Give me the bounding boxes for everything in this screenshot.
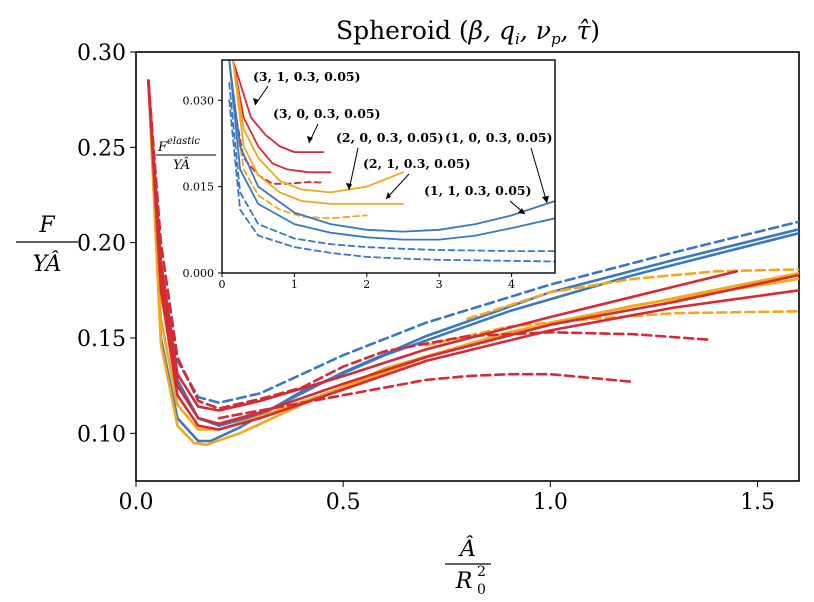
main-series-line-6 <box>424 309 799 347</box>
annotation-1-1: (1, 1, 0.3, 0.05) <box>424 183 532 198</box>
inset-series-line-6 <box>228 60 555 233</box>
inset-background <box>222 60 555 273</box>
main-series-line-10 <box>147 79 799 426</box>
inset-x-tick-label-4: 4 <box>508 278 515 291</box>
inset-x-tick-label-2: 2 <box>363 278 370 291</box>
svg-text:2: 2 <box>477 564 486 580</box>
main-ticks-group: 0.0 0.5 1.0 1.5 0.10 0.15 0.20 0.25 0.30 <box>77 41 775 515</box>
inset-series-line-9 <box>228 99 555 263</box>
svg-text:R: R <box>455 569 473 594</box>
x-axis-label: Â R 0 2 <box>445 535 491 598</box>
inset-ticks-group: 0 1 2 3 4 0.000 0.015 0.030 <box>183 94 516 291</box>
main-x-tick-label-1: 0.5 <box>326 490 361 515</box>
annotation-3-1: (3, 1, 0.3, 0.05) <box>253 69 361 84</box>
svg-text:F: F <box>157 140 168 155</box>
inset-series-line-1 <box>231 60 332 174</box>
inset-series-line-5 <box>231 99 368 220</box>
annotation-1-0: (1, 0, 0.3, 0.05) <box>445 130 553 145</box>
inset-series-line-3 <box>231 60 404 194</box>
main-y-tick-label-2: 0.20 <box>77 232 126 257</box>
main-x-tick-label-0: 0.0 <box>119 490 154 515</box>
chart-title: Spheroid (β, qi, νp, τ̂) <box>336 16 600 48</box>
main-series-line-11 <box>147 79 799 431</box>
inset-x-tick-label-3: 3 <box>436 278 443 291</box>
inset-x-tick-label-1: 1 <box>291 278 298 291</box>
main-series-line-8 <box>217 372 635 420</box>
main-series-line-9 <box>147 79 739 412</box>
svg-text:elastic: elastic <box>167 136 200 147</box>
inset-y-tick-label-0: 0.000 <box>183 267 215 280</box>
annotation-2-0: (2, 0, 0.3, 0.05) <box>336 130 444 145</box>
inset-series-group <box>228 60 555 263</box>
main-x-tick-label-3: 1.5 <box>740 490 775 515</box>
y-axis-label: F YÂ <box>16 213 78 277</box>
inset-x-tick-label-0: 0 <box>219 278 226 291</box>
main-y-tick-label-3: 0.25 <box>77 136 126 161</box>
inset-y-tick-label-1: 0.015 <box>183 181 215 194</box>
inset-plot-frame <box>221 59 556 274</box>
annotation-2-1: (2, 1, 0.3, 0.05) <box>363 156 471 171</box>
svg-text:YÂ: YÂ <box>173 157 190 173</box>
main-series-line-2 <box>147 79 799 443</box>
main-plot-frame <box>135 51 800 482</box>
inset-series-line-4 <box>231 60 404 205</box>
inset-series-line-7 <box>228 60 555 241</box>
svg-text:YÂ: YÂ <box>33 250 62 277</box>
annotation-3-0: (3, 0, 0.3, 0.05) <box>273 106 381 121</box>
inset-series-line-2 <box>231 99 325 185</box>
svg-text:Â: Â <box>458 535 476 562</box>
main-y-tick-label-1: 0.15 <box>77 327 126 352</box>
inset-annotations: (3, 1, 0.3, 0.05) (3, 0, 0.3, 0.05) (2, … <box>253 69 553 215</box>
inset-y-axis-label: F elastic YÂ <box>156 136 216 173</box>
main-y-tick-label-0: 0.10 <box>77 422 126 447</box>
inset-series-line-8 <box>228 82 555 253</box>
svg-text:0: 0 <box>477 582 486 598</box>
inset-y-tick-label-2: 0.030 <box>183 94 215 107</box>
main-x-tick-label-2: 1.0 <box>533 490 568 515</box>
main-y-tick-label-4: 0.30 <box>77 41 126 66</box>
svg-text:F: F <box>38 213 55 238</box>
main-series-group <box>147 79 799 447</box>
inset-series-line-0 <box>231 60 325 154</box>
main-series-line-4 <box>147 79 799 431</box>
main-series-line-5 <box>466 268 799 321</box>
